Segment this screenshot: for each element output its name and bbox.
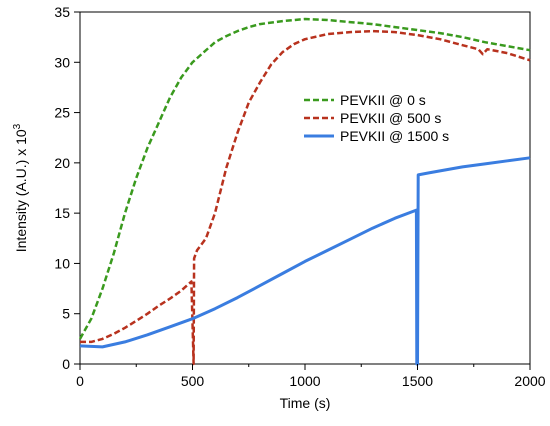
y-tick-label: 5 xyxy=(62,306,70,322)
legend-label-3: PEVKII @ 1500 s xyxy=(340,128,449,144)
x-axis-title: Time (s) xyxy=(280,395,331,411)
y-axis-title: Intensity (A.U.) x 103 xyxy=(12,123,29,252)
y-tick-label: 35 xyxy=(54,4,70,20)
x-tick-label: 500 xyxy=(181,373,205,389)
legend-label-2: PEVKII @ 500 s xyxy=(340,110,441,126)
legend-label-1: PEVKII @ 0 s xyxy=(340,92,426,108)
y-tick-label: 20 xyxy=(54,155,70,171)
series-line-3 xyxy=(79,156,531,366)
x-tick-label: 2000 xyxy=(514,373,545,389)
y-tick-label: 10 xyxy=(54,255,70,271)
series-line-2 xyxy=(80,29,531,366)
x-tick-label: 0 xyxy=(76,373,84,389)
plot-frame xyxy=(79,11,531,365)
y-axis-title-exponent: 3 xyxy=(12,123,23,129)
x-tick-label: 1000 xyxy=(289,373,320,389)
y-axis-title-main: Intensity (A.U.) x 10 xyxy=(13,129,29,252)
series-line-1 xyxy=(78,17,531,340)
x-tick-label: 1500 xyxy=(402,373,433,389)
y-tick-label: 15 xyxy=(54,205,70,221)
y-tick-label: 30 xyxy=(54,54,70,70)
y-tick-label: 25 xyxy=(54,105,70,121)
y-tick-label: 0 xyxy=(62,356,70,372)
